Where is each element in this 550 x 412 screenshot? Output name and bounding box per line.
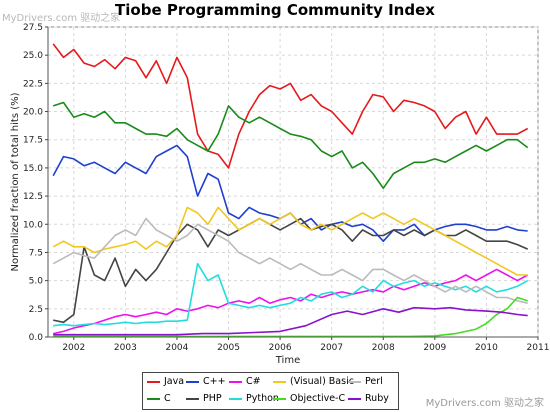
x-tick-label: 2010 <box>475 343 498 353</box>
y-tick-label: 10.0 <box>23 220 43 230</box>
legend-item: C <box>147 393 171 404</box>
legend-swatch <box>186 380 199 383</box>
y-tick-label: 7.5 <box>29 248 43 258</box>
watermark-top: MyDrivers.com 驱动之家 <box>2 13 121 24</box>
legend-item: C# <box>229 376 261 387</box>
y-tick-label: 20.0 <box>23 108 43 118</box>
legend-swatch <box>348 380 361 383</box>
y-tick-label: 12.5 <box>23 192 43 202</box>
legend-item: Objective-C <box>273 393 345 404</box>
y-axis-label: Normalized fraction of total hits (%) <box>10 92 21 271</box>
legend-label: Perl <box>365 376 383 387</box>
legend-swatch <box>229 380 242 383</box>
legend-label: Ruby <box>365 393 389 404</box>
x-tick-label: 2007 <box>320 343 343 353</box>
series-line-c <box>53 268 529 335</box>
chart-title: Tiobe Programming Community Index <box>115 1 435 19</box>
legend-item: (Visual) Basic <box>273 376 354 387</box>
y-tick-label: 17.5 <box>23 136 43 146</box>
watermark-bottom: MyDrivers.com 驱动之家 <box>425 398 544 409</box>
legend-swatch <box>147 397 160 400</box>
series-line-python <box>53 262 529 327</box>
series-line-c <box>52 101 529 189</box>
legend-label: Java <box>164 376 185 387</box>
legend-item: Python <box>229 393 279 404</box>
chart-legend: Java C++ C# (Visual) Basic Perl C PHP Python Obj… <box>142 372 399 410</box>
x-axis-label: Time <box>275 355 300 366</box>
series-line-perl <box>52 217 528 304</box>
legend-swatch <box>273 380 286 383</box>
x-tick-label: 2009 <box>423 343 446 353</box>
legend-swatch <box>273 397 286 400</box>
legend-label: C++ <box>203 376 226 387</box>
series-line-java <box>52 43 529 169</box>
series-line-php <box>53 217 529 324</box>
x-tick-label: 2006 <box>269 343 292 353</box>
series-line-visual-basic <box>52 206 528 276</box>
legend-label: C <box>164 393 171 404</box>
legend-swatch <box>147 380 160 383</box>
x-tick-label: 2005 <box>217 343 240 353</box>
y-tick-label: 15.0 <box>23 164 43 174</box>
x-tick-label: 2002 <box>62 343 85 353</box>
legend-label: (Visual) Basic <box>290 376 354 387</box>
legend-item: Ruby <box>348 393 389 404</box>
series-line-ruby <box>53 306 528 336</box>
y-tick-label: 0.0 <box>29 333 44 343</box>
legend-item: Java <box>147 376 184 387</box>
x-tick-label: 2011 <box>527 343 550 353</box>
x-tick-label: 2004 <box>165 343 188 353</box>
y-tick-label: 27.5 <box>23 23 43 33</box>
legend-label: C# <box>246 376 261 387</box>
x-tick-label: 2003 <box>114 343 137 353</box>
legend-item: Perl <box>348 376 383 387</box>
legend-label: PHP <box>203 393 222 404</box>
legend-label: Objective-C <box>290 393 346 404</box>
y-tick-label: 5.0 <box>29 277 44 287</box>
legend-swatch <box>229 397 242 400</box>
y-tick-label: 22.5 <box>23 79 43 89</box>
y-tick-label: 25.0 <box>23 51 43 61</box>
legend-item: C++ <box>186 376 226 387</box>
x-tick-label: 2008 <box>372 343 395 353</box>
legend-label: Python <box>246 393 279 404</box>
legend-item: PHP <box>186 393 222 404</box>
legend-swatch <box>186 397 199 400</box>
series-line-objective-c <box>53 296 528 338</box>
legend-swatch <box>348 397 361 400</box>
y-tick-label: 2.5 <box>29 305 43 315</box>
